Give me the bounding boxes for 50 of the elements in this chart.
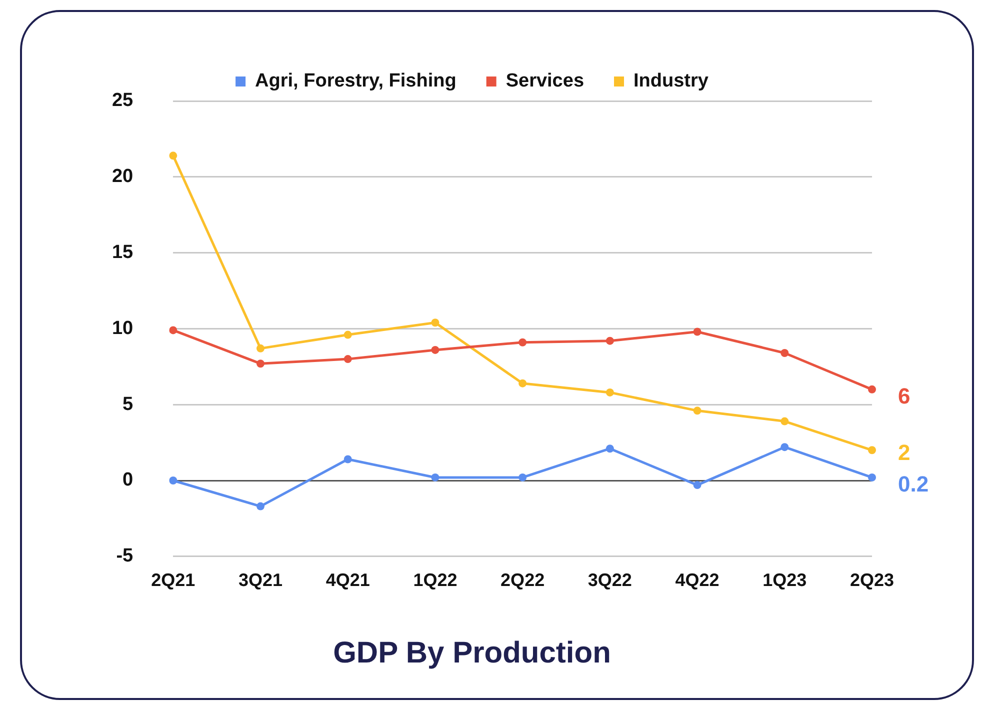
y-tick-label: 0 <box>122 470 134 491</box>
point <box>693 406 702 415</box>
x-tick-label: 1Q23 <box>762 570 807 590</box>
y-tick-label: 20 <box>112 166 134 188</box>
x-tick-label: 2Q23 <box>850 570 894 590</box>
point <box>256 344 264 352</box>
legend-label: Industry <box>634 70 709 92</box>
legend-label: Services <box>506 70 584 92</box>
point <box>256 502 264 510</box>
point <box>606 444 614 453</box>
point <box>169 152 178 160</box>
point <box>169 326 178 334</box>
point <box>431 473 440 482</box>
point <box>693 328 702 336</box>
text: GDP By Production <box>333 636 611 670</box>
point <box>518 379 527 388</box>
data-label: 0.2 <box>898 472 929 497</box>
point <box>344 455 352 464</box>
y-tick-label: -5 <box>116 546 134 567</box>
y-tick-label: 5 <box>122 394 134 415</box>
point <box>606 336 614 345</box>
x-tick-label: 1Q22 <box>413 570 458 590</box>
data-label: 6 <box>898 383 910 408</box>
y-tick-label: 25 <box>112 90 134 112</box>
y-tick-label: 10 <box>112 318 134 339</box>
point <box>693 481 702 490</box>
x-tick-label: 2Q22 <box>500 570 545 590</box>
point <box>169 476 178 484</box>
data-label: 2 <box>898 440 910 466</box>
point <box>431 346 440 354</box>
x-tick-label: 4Q22 <box>675 570 720 590</box>
x-tick-label: 3Q22 <box>588 570 632 590</box>
point <box>518 338 527 346</box>
point <box>868 446 876 454</box>
point <box>868 385 876 394</box>
point <box>780 348 789 357</box>
point <box>344 355 352 364</box>
legend-label: Agri, Forestry, Fishing <box>255 70 456 92</box>
point <box>344 330 352 339</box>
x-tick-label: 3Q21 <box>238 570 283 590</box>
x-tick-label: 2Q21 <box>151 570 196 590</box>
point <box>518 473 527 482</box>
point <box>780 417 789 426</box>
point <box>431 318 440 327</box>
y-tick-label: 15 <box>112 242 134 264</box>
point <box>606 388 614 396</box>
point <box>780 443 789 452</box>
point <box>256 360 264 368</box>
point <box>868 473 876 482</box>
x-tick-label: 4Q21 <box>326 570 370 590</box>
